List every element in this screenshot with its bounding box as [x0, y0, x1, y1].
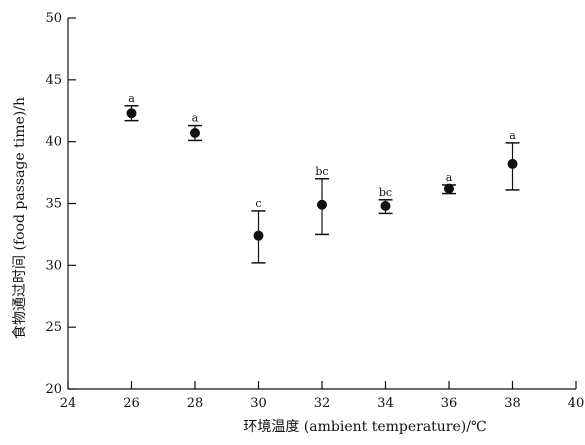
x-tick-label: 34 — [377, 396, 394, 411]
data-point — [254, 231, 264, 241]
x-tick-label: 36 — [441, 396, 458, 411]
x-tick-label: 30 — [250, 396, 267, 411]
x-tick-label: 38 — [504, 396, 521, 411]
x-tick-label: 40 — [568, 396, 585, 411]
y-axis-label: 食物通过时间 (food passage time)/h — [11, 97, 28, 339]
significance-label: bc — [379, 186, 392, 199]
x-tick-label: 24 — [60, 396, 77, 411]
y-tick-label: 25 — [45, 320, 62, 335]
ticks: 20 25 30 35 40 45 50 24 26 28 30 32 34 36 38 40 — [45, 11, 584, 411]
x-axis-label: 环境温度 (ambient temperature)/℃ — [243, 419, 486, 435]
significance-label: a — [446, 171, 453, 184]
significance-label: c — [255, 197, 261, 210]
significance-label: bc — [315, 165, 328, 178]
significance-label: a — [128, 92, 135, 105]
significance-label: a — [509, 129, 516, 142]
x-tick-label: 26 — [123, 396, 140, 411]
data-point — [381, 201, 391, 211]
y-tick-label: 20 — [45, 382, 62, 397]
data-point — [190, 128, 200, 138]
y-tick-label: 40 — [45, 135, 62, 150]
data-point — [444, 184, 454, 194]
y-tick-label: 50 — [45, 11, 62, 26]
significance-label: a — [192, 112, 199, 125]
data-point — [508, 159, 518, 169]
x-tick-label: 28 — [187, 396, 204, 411]
y-tick-label: 35 — [45, 197, 62, 212]
y-tick-label: 45 — [45, 73, 62, 88]
y-tick-label: 30 — [45, 258, 62, 273]
data-point — [317, 200, 327, 210]
data-point — [127, 108, 137, 118]
data-marks: a a c bc bc a a — [125, 92, 520, 263]
x-tick-label: 32 — [314, 396, 331, 411]
